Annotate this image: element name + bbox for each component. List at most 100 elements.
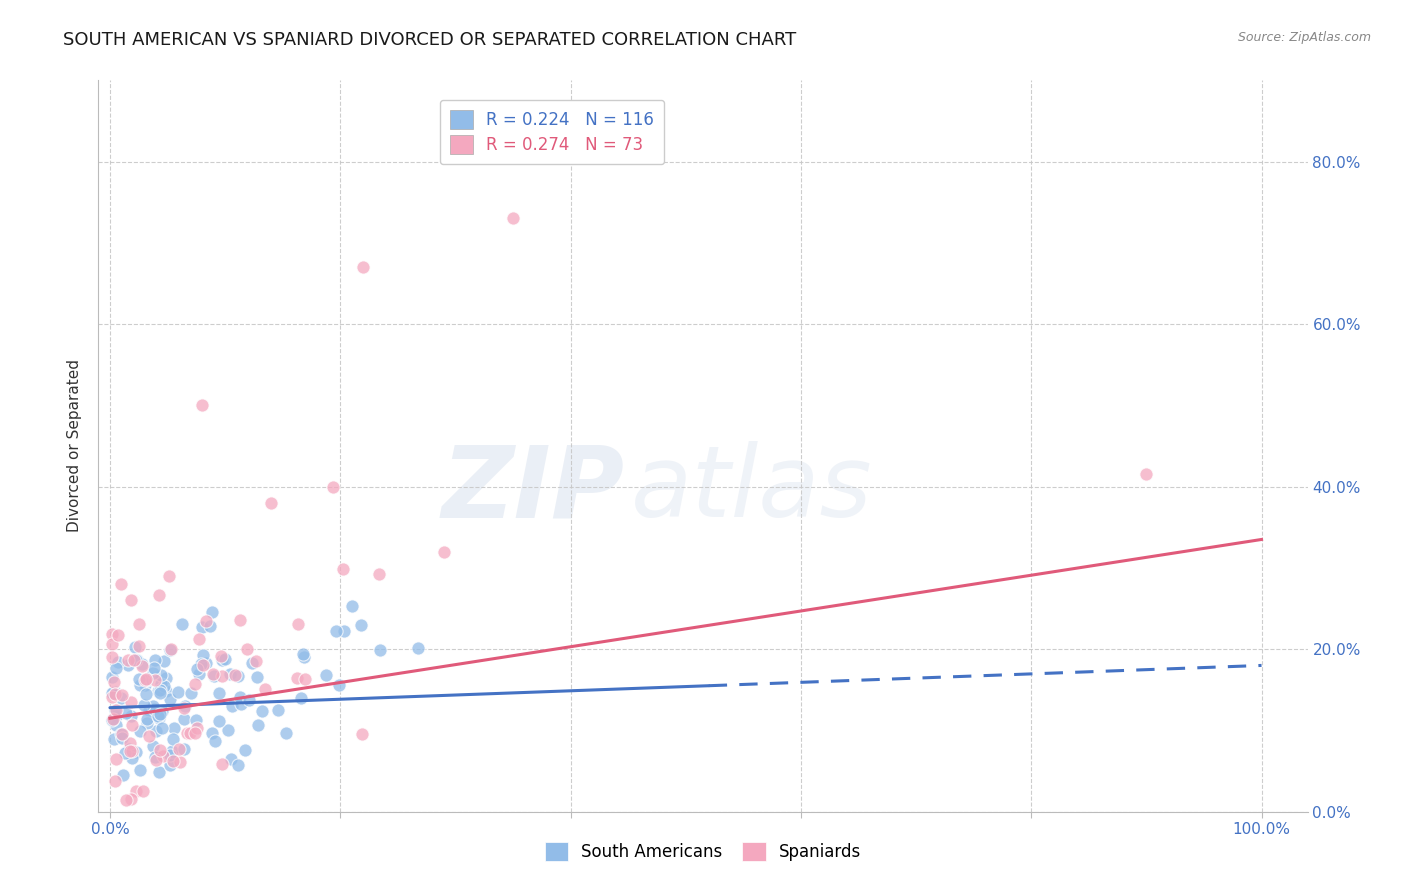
- Point: [173, 712, 195, 726]
- Point: [162, 754, 184, 768]
- Point: [152, 748, 174, 763]
- Point: [221, 751, 243, 765]
- Point: [148, 711, 170, 725]
- Point: [368, 567, 391, 582]
- Point: [120, 593, 142, 607]
- Point: [333, 624, 356, 638]
- Point: [136, 673, 159, 688]
- Point: [174, 699, 197, 714]
- Point: [186, 713, 208, 727]
- Point: [128, 639, 150, 653]
- Point: [211, 669, 233, 683]
- Point: [150, 704, 173, 718]
- Point: [125, 784, 148, 798]
- Point: [406, 641, 429, 656]
- Point: [292, 649, 315, 664]
- Point: [184, 726, 207, 740]
- Point: [162, 732, 184, 747]
- Point: [169, 755, 191, 769]
- Point: [138, 703, 160, 717]
- Point: [201, 726, 224, 740]
- Point: [150, 721, 173, 735]
- Point: [120, 709, 142, 723]
- Point: [150, 668, 173, 682]
- Point: [149, 743, 172, 757]
- Point: [340, 599, 363, 613]
- Point: [238, 692, 260, 706]
- Point: [172, 616, 194, 631]
- Point: [253, 681, 276, 696]
- Point: [135, 687, 157, 701]
- Point: [176, 726, 198, 740]
- Point: [214, 652, 236, 666]
- Point: [132, 698, 155, 712]
- Point: [124, 640, 146, 654]
- Point: [127, 653, 149, 667]
- Point: [198, 619, 221, 633]
- Point: [221, 698, 243, 713]
- Point: [208, 686, 231, 700]
- Point: [224, 668, 246, 682]
- Point: [157, 569, 180, 583]
- Point: [101, 671, 124, 685]
- Point: [162, 744, 184, 758]
- Point: [120, 696, 142, 710]
- Point: [352, 260, 374, 275]
- Point: [202, 669, 225, 683]
- Point: [236, 642, 259, 657]
- Point: [101, 636, 124, 650]
- Point: [169, 742, 191, 756]
- Point: [101, 685, 124, 699]
- Y-axis label: Divorced or Separated: Divorced or Separated: [67, 359, 83, 533]
- Point: [325, 624, 347, 638]
- Point: [201, 667, 224, 681]
- Point: [111, 731, 134, 746]
- Point: [104, 718, 127, 732]
- Point: [211, 653, 233, 667]
- Point: [187, 632, 209, 646]
- Point: [186, 721, 208, 735]
- Text: SOUTH AMERICAN VS SPANIARD DIVORCED OR SEPARATED CORRELATION CHART: SOUTH AMERICAN VS SPANIARD DIVORCED OR S…: [63, 31, 797, 49]
- Point: [142, 660, 165, 674]
- Point: [101, 626, 124, 640]
- Point: [117, 653, 139, 667]
- Point: [110, 690, 132, 705]
- Point: [219, 666, 242, 681]
- Point: [103, 675, 125, 690]
- Point: [131, 657, 153, 671]
- Point: [104, 661, 127, 675]
- Point: [111, 727, 134, 741]
- Point: [135, 672, 157, 686]
- Point: [250, 704, 273, 718]
- Point: [149, 677, 172, 691]
- Point: [233, 743, 256, 757]
- Point: [502, 211, 524, 226]
- Point: [134, 673, 156, 687]
- Point: [204, 734, 226, 748]
- Point: [136, 715, 159, 730]
- Point: [117, 658, 139, 673]
- Point: [1135, 467, 1157, 482]
- Point: [246, 670, 269, 684]
- Point: [173, 742, 195, 756]
- Point: [231, 697, 253, 711]
- Point: [194, 614, 217, 628]
- Point: [159, 643, 181, 657]
- Point: [180, 686, 202, 700]
- Point: [190, 657, 212, 672]
- Point: [260, 496, 283, 510]
- Point: [159, 692, 181, 706]
- Point: [153, 679, 176, 693]
- Point: [287, 617, 309, 632]
- Point: [107, 628, 129, 642]
- Point: [328, 678, 350, 692]
- Point: [159, 748, 181, 763]
- Point: [118, 741, 141, 756]
- Point: [191, 398, 214, 412]
- Point: [149, 683, 172, 698]
- Point: [128, 678, 150, 692]
- Point: [128, 724, 150, 739]
- Legend: South Americans, Spaniards: South Americans, Spaniards: [538, 835, 868, 868]
- Point: [101, 714, 124, 728]
- Point: [143, 673, 166, 688]
